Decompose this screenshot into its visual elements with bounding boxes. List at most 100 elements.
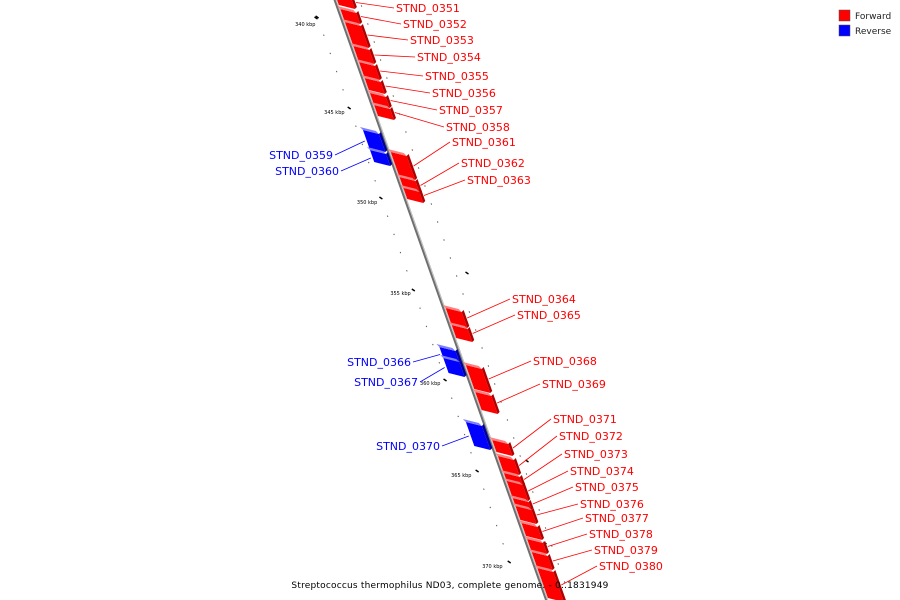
gene-label-stnd_0361[interactable]: STND_0361 [452,136,516,149]
label-leader-line [552,549,593,562]
label-leader-line [441,435,469,447]
ruler-minor-tick [342,88,344,91]
gene-feature-stnd_0352[interactable] [337,6,363,24]
label-leader-line [532,486,574,505]
gene-label-stnd_0360[interactable]: STND_0360 [275,165,339,178]
ruler-minor-tick [474,329,477,331]
gene-bevel [512,503,532,510]
gene-shadow [378,132,388,152]
gene-shadow [415,179,423,194]
legend-reverse-swatch [838,24,851,37]
label-leader-line [380,70,424,77]
label-leader-line [340,157,371,172]
gene-feature-stnd_0351[interactable] [333,0,357,9]
gene-label-stnd_0363[interactable]: STND_0363 [467,174,531,187]
label-leader-line [374,54,416,58]
gene-feature-stnd_0363[interactable] [400,185,426,203]
gene-block [358,62,380,80]
gene-feature-stnd_0353[interactable] [341,19,371,48]
gene-label-stnd_0354[interactable]: STND_0354 [417,51,481,64]
gene-bevel [355,59,375,66]
ruler-major-tick [465,271,469,275]
gene-feature-stnd_0364[interactable] [442,305,470,328]
gene-label-stnd_0378[interactable]: STND_0378 [589,528,653,541]
ruler-tick-label: 340 kbp [295,22,315,28]
ruler-minor-tick [417,167,420,169]
gene-bevel [503,478,523,485]
gene-bevel [494,453,514,460]
gene-label-stnd_0358[interactable]: STND_0358 [446,121,510,134]
gene-bevel [500,470,520,477]
ruler-tick-label: 355 kbp [390,291,410,297]
gene-label-stnd_0379[interactable]: STND_0379 [594,544,658,557]
gene-label-stnd_0369[interactable]: STND_0369 [542,378,606,391]
gene-label-stnd_0366[interactable]: STND_0366 [347,356,411,369]
gene-block [451,325,473,342]
gene-label-stnd_0352[interactable]: STND_0352 [403,18,467,31]
gene-block [443,358,465,377]
gene-label-stnd_0375[interactable]: STND_0375 [575,481,639,494]
ruler-major-tick [379,196,383,200]
gene-feature-stnd_0367[interactable] [440,355,467,377]
gene-feature-stnd_0376[interactable] [512,503,539,524]
genome-backbone [333,0,549,600]
gene-feature-stnd_0368[interactable] [462,362,493,393]
gene-label-stnd_0368[interactable]: STND_0368 [533,355,597,368]
gene-feature-stnd_0369[interactable] [472,389,500,414]
gene-feature-stnd_0372[interactable] [494,453,522,475]
ruler-minor-tick [329,52,331,55]
gene-feature-stnd_0380[interactable] [534,565,566,600]
gene-feature-stnd_0358[interactable] [371,102,396,120]
ruler-minor-tick [455,275,458,277]
gene-label-stnd_0362[interactable]: STND_0362 [461,157,525,170]
gene-shadow [385,95,392,108]
gene-label-stnd_0355[interactable]: STND_0355 [425,70,489,83]
gene-label-stnd_0357[interactable]: STND_0357 [439,104,503,117]
gene-feature-stnd_0356[interactable] [361,75,387,94]
ruler-minor-tick [525,473,528,475]
gene-label-stnd_0370[interactable]: STND_0370 [376,440,440,453]
ruler-minor-tick [462,293,464,295]
gene-label-stnd_0359[interactable]: STND_0359 [269,149,333,162]
ruler-tick-label: 350 kbp [357,200,377,206]
gene-feature-stnd_0379[interactable] [528,549,555,570]
gene-block [531,552,553,570]
gene-label-stnd_0374[interactable]: STND_0374 [570,465,634,478]
gene-label-stnd_0372[interactable]: STND_0372 [559,430,623,443]
legend-reverse-label: Reverse [855,27,892,37]
ruler-minor-tick [379,59,382,61]
ruler-minor-tick [538,509,540,511]
gene-label-stnd_0373[interactable]: STND_0373 [564,448,628,461]
backbone-highlight [335,0,549,600]
gene-feature-stnd_0370[interactable] [462,419,493,450]
gene-label-stnd_0376[interactable]: STND_0376 [580,498,644,511]
label-leader-line [496,383,541,404]
gene-feature-stnd_0377[interactable] [518,520,545,540]
gene-label-stnd_0364[interactable]: STND_0364 [512,293,576,306]
gene-label-stnd_0356[interactable]: STND_0356 [432,87,496,100]
gene-label-stnd_0377[interactable]: STND_0377 [585,512,649,525]
gene-feature-stnd_0365[interactable] [448,322,475,342]
ruler-minor-tick [411,149,414,151]
gene-shadow [528,500,534,510]
gene-shadow [356,11,363,24]
gene-label-stnd_0365[interactable]: STND_0365 [517,309,581,322]
ruler-minor-tick [335,70,338,73]
gene-label-stnd_0380[interactable]: STND_0380 [599,560,663,573]
ruler-minor-tick [430,203,433,205]
gene-feature-stnd_0361[interactable] [387,149,418,180]
gene-feature-stnd_0371[interactable] [489,437,515,456]
gene-label-stnd_0353[interactable]: STND_0353 [410,34,474,47]
label-leader-line [412,354,441,363]
gene-label-stnd_0371[interactable]: STND_0371 [553,413,617,426]
gene-feature-stnd_0359[interactable] [359,127,388,152]
gene-feature-stnd_0355[interactable] [355,59,382,80]
gene-label-stnd_0367[interactable]: STND_0367 [354,376,418,389]
gene-feature-stnd_0360[interactable] [366,147,393,166]
ruler-minor-tick [513,437,515,439]
gene-bevel [528,549,548,556]
gene-feature-stnd_0354[interactable] [350,43,377,64]
gene-label-stnd_0351[interactable]: STND_0351 [396,2,460,15]
ruler-major-tick [411,288,416,292]
